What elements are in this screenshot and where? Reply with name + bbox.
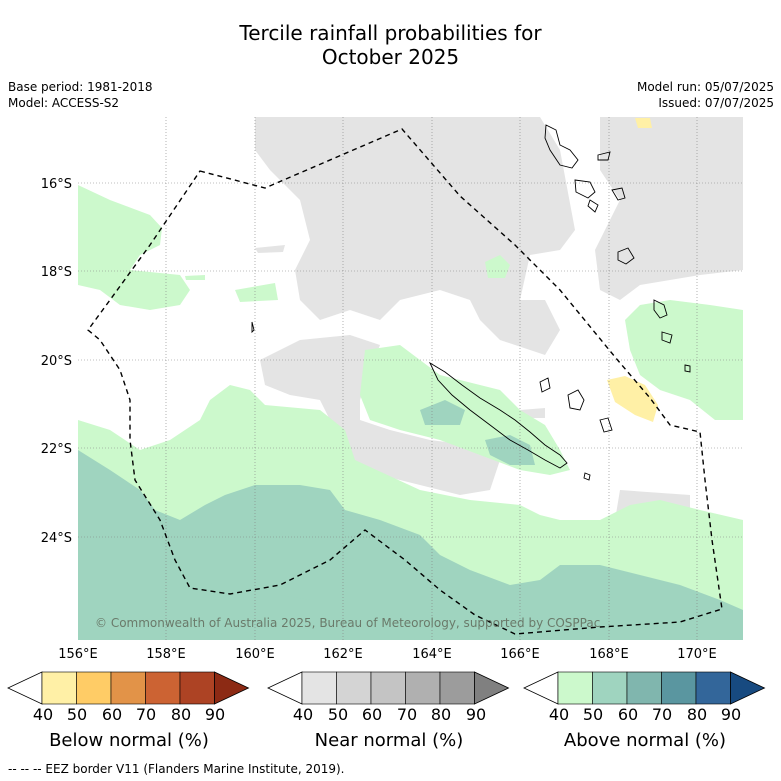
colorbar-segment <box>76 671 112 705</box>
above-normal-60-region-inner <box>155 520 390 600</box>
loyalty-islands-coast <box>539 377 613 433</box>
colorbar-cap-low <box>267 671 303 705</box>
above-normal-60-patch-newcal <box>420 400 465 425</box>
above-normal-patch-2 <box>485 255 510 278</box>
base-period-label: Base period: 1981-2018 <box>8 80 153 94</box>
colorbar-below-normal <box>7 671 250 705</box>
near-normal-region-central <box>260 335 500 495</box>
lon-label-162e: 162°E <box>323 647 363 662</box>
colorbar-near-normal <box>267 671 510 705</box>
longitude-labels: 156°E 158°E 160°E 162°E 164°E 166°E 168°… <box>58 647 717 662</box>
lon-label-164e: 164°E <box>412 647 452 662</box>
new-caledonia-coast <box>428 361 568 469</box>
above-normal-60-patch-lagoon <box>485 435 535 465</box>
colorbar-cap-high <box>730 671 766 705</box>
lon-label-160e: 160°E <box>235 647 275 662</box>
colorbar-near-normal-label: Near normal (%) <box>314 730 464 751</box>
colorbar-segment <box>301 671 337 705</box>
above-normal-region-west <box>78 185 190 310</box>
cbar-near-tick-60: 60 <box>361 705 383 724</box>
cbar-near-tick-80: 80 <box>430 705 452 724</box>
cbar-near-tick-70: 70 <box>396 705 418 724</box>
vanuatu-north-coast <box>544 124 579 169</box>
latitude-labels: 16°S 18°S 20°S 22°S 24°S <box>41 177 72 546</box>
near-normal-region-north <box>255 117 575 355</box>
colorbar-segment <box>41 671 77 705</box>
above-normal-patch-1 <box>235 283 278 302</box>
colorbar-segment <box>110 671 146 705</box>
lon-label-166e: 166°E <box>500 647 540 662</box>
colorbar-segment <box>592 671 628 705</box>
cbar-below-tick-40: 40 <box>32 705 54 724</box>
lon-label-156e: 156°E <box>58 647 98 662</box>
lon-label-158e: 158°E <box>146 647 186 662</box>
cbar-below-tick-70: 70 <box>135 705 157 724</box>
cbar-below-tick-80: 80 <box>170 705 192 724</box>
cbar-above-tick-60: 60 <box>617 705 639 724</box>
colorbar-cap-high <box>474 671 510 705</box>
cbar-below-tick-50: 50 <box>66 705 88 724</box>
cbar-below-tick-60: 60 <box>101 705 123 724</box>
colorbar-below-normal-label: Below normal (%) <box>49 730 209 751</box>
colorbar-cap-high <box>214 671 250 705</box>
near-normal-regions <box>255 117 743 532</box>
vanuatu-islands-coast <box>574 151 691 373</box>
cbar-above-tick-50: 50 <box>582 705 604 724</box>
model-run-label: Model run: 05/07/2025 <box>636 80 774 94</box>
coastlines <box>251 124 691 481</box>
colorbar-segment <box>145 671 181 705</box>
near-normal-patch-1 <box>255 245 285 253</box>
lat-label-24s: 24°S <box>41 531 72 546</box>
colorbar-segment <box>405 671 441 705</box>
colorbar-segment <box>626 671 662 705</box>
above-normal-60-regions <box>78 400 743 640</box>
cbar-near-tick-50: 50 <box>327 705 349 724</box>
colorbar-segment <box>370 671 406 705</box>
colorbar-above-normal-label: Above normal (%) <box>563 730 727 751</box>
colorbar-segment <box>661 671 697 705</box>
eez-border <box>87 128 723 635</box>
colorbar-cap-low <box>7 671 43 705</box>
map-plot-area: © Commonwealth of Australia 2025, Bureau… <box>78 117 743 640</box>
cbar-near-tick-40: 40 <box>292 705 314 724</box>
colorbar-segment <box>557 671 593 705</box>
above-normal-patch-3 <box>185 275 205 280</box>
below-normal-region-vanuatu-south <box>607 376 658 422</box>
near-normal-region-east <box>595 117 743 300</box>
cbar-above-tick-70: 70 <box>651 705 673 724</box>
cbar-above-tick-90: 90 <box>720 705 742 724</box>
below-normal-40-regions <box>607 118 658 422</box>
model-label: Model: ACCESS-S2 <box>8 96 120 110</box>
map-gridlines <box>78 117 743 640</box>
island-chesterfield <box>251 321 255 334</box>
issued-label: Issued: 07/07/2025 <box>658 96 774 110</box>
colorbar-above-normal <box>523 671 766 705</box>
map-copyright: © Commonwealth of Australia 2025, Bureau… <box>95 616 600 630</box>
colorbar-segment <box>695 671 731 705</box>
island-lifou-dots <box>583 472 591 481</box>
lat-label-18s: 18°S <box>41 265 72 280</box>
colorbar-cap-low <box>523 671 559 705</box>
lat-label-20s: 20°S <box>41 354 72 369</box>
cbar-above-tick-80: 80 <box>686 705 708 724</box>
eez-legend-footer: -- -- -- EEZ border V11 (Flanders Marine… <box>8 762 345 776</box>
below-normal-patch-north <box>635 118 652 128</box>
map-title-line2: October 2025 <box>321 45 460 69</box>
cbar-below-tick-90: 90 <box>204 705 226 724</box>
lat-label-16s: 16°S <box>41 177 72 192</box>
lon-label-168e: 168°E <box>589 647 629 662</box>
lon-label-170e: 170°E <box>677 647 717 662</box>
map-title-line1: Tercile rainfall probabilities for <box>239 21 542 45</box>
colorbar-segment <box>336 671 372 705</box>
cbar-above-tick-40: 40 <box>548 705 570 724</box>
lat-label-22s: 22°S <box>41 442 72 457</box>
cbar-near-tick-90: 90 <box>465 705 487 724</box>
colorbar-segment <box>439 671 475 705</box>
colorbar-segment <box>179 671 215 705</box>
